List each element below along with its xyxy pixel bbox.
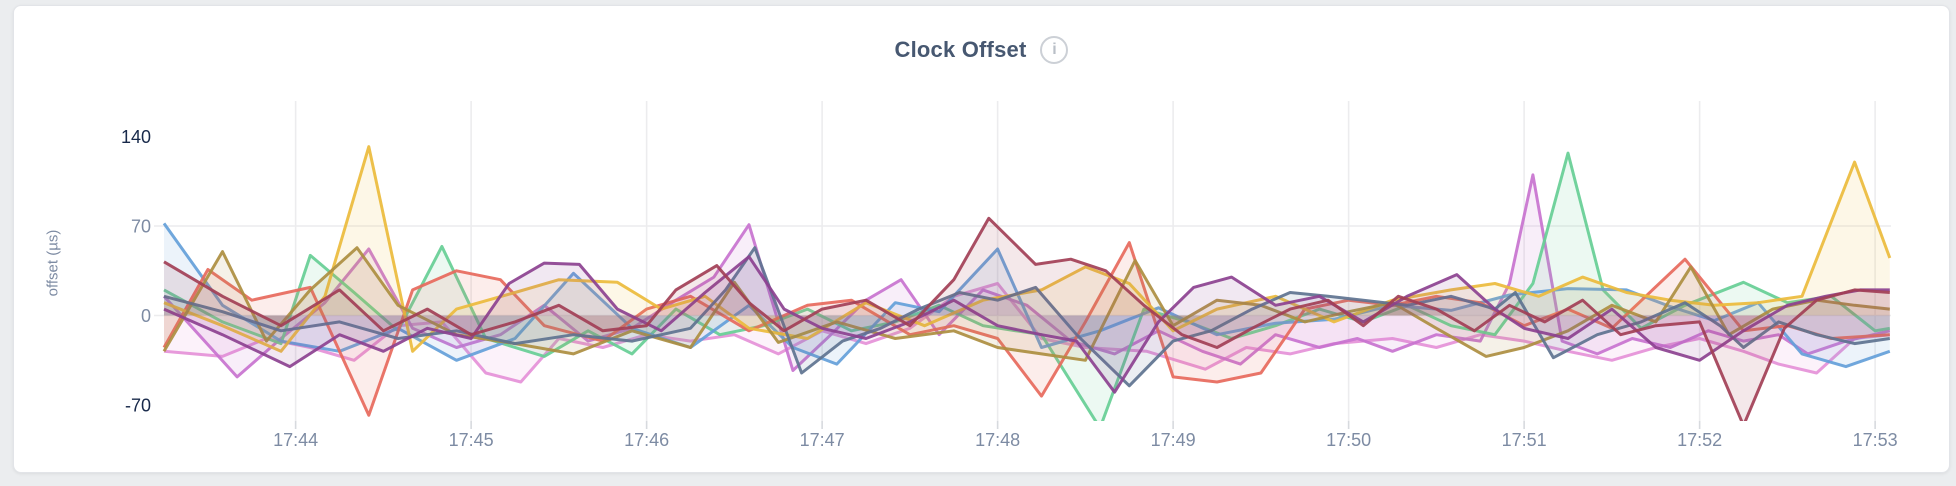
- series-slate-area: [164, 247, 1890, 386]
- series-plum-line: [163, 255, 1890, 394]
- series-green-area: [164, 153, 1890, 421]
- series-maroon-line: [163, 216, 1890, 421]
- svg-text:17:53: 17:53: [1853, 430, 1898, 450]
- y-axis-labels: 140 70 0 -70: [121, 127, 151, 416]
- svg-text:17:52: 17:52: [1677, 430, 1722, 450]
- svg-text:17:48: 17:48: [975, 430, 1020, 450]
- svg-text:17:51: 17:51: [1502, 430, 1547, 450]
- x-axis-labels: 17:44 17:45 17:46 17:47 17:48 17:49 17:50 17:51…: [273, 430, 1898, 450]
- svg-text:140: 140: [121, 127, 151, 147]
- series-yellow-area: [164, 146, 1890, 352]
- svg-text:-70: -70: [125, 396, 151, 416]
- svg-text:17:44: 17:44: [273, 430, 318, 450]
- chart-title: Clock Offset: [894, 37, 1027, 62]
- clock-offset-chart[interactable]: 17:44 17:45 17:46 17:47 17:48 17:49 17:50 17:51…: [14, 6, 1951, 474]
- series-slate-line: [163, 246, 1891, 388]
- x-axis-ticks: [294, 421, 1876, 429]
- svg-text:17:50: 17:50: [1326, 430, 1371, 450]
- svg-text:0: 0: [141, 306, 151, 326]
- svg-text:70: 70: [131, 217, 151, 237]
- clock-offset-card: Clock Offset i offset (µs) 17:44 17:45 17:…: [13, 5, 1950, 473]
- gridlines-vertical: [294, 101, 1876, 421]
- chart-header: Clock Offset i: [14, 36, 1949, 64]
- series-group: [162, 145, 1892, 421]
- svg-text:17:46: 17:46: [624, 430, 669, 450]
- series-blue-line: [162, 222, 1891, 369]
- series-maroon-area: [164, 218, 1890, 421]
- series-olive-area: [164, 247, 1890, 361]
- info-icon[interactable]: i: [1040, 36, 1069, 64]
- svg-text:17:45: 17:45: [449, 430, 494, 450]
- svg-text:17:49: 17:49: [1151, 430, 1196, 450]
- series-plum-area: [164, 256, 1890, 393]
- series-pink-line: [163, 282, 1890, 384]
- svg-text:17:47: 17:47: [800, 430, 845, 450]
- series-yellow-line: [163, 145, 1892, 353]
- series-salmon-area: [164, 242, 1890, 416]
